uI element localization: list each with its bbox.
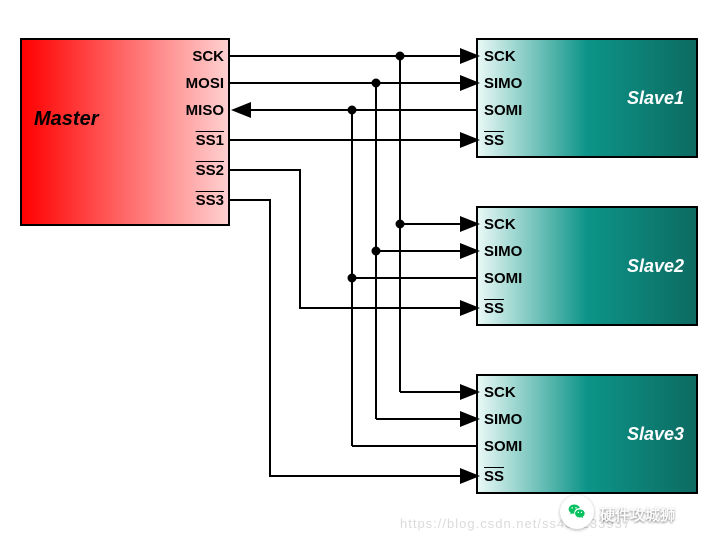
pin-master-miso: MISO [186,102,224,119]
pin-slave2-simo: SIMO [484,243,522,260]
master-title: Master [34,108,98,131]
pin-slave3-somi: SOMI [484,438,522,455]
slave1-title: Slave1 [627,88,684,109]
wechat-logo-icon [560,495,594,529]
pin-master-mosi: MOSI [186,75,224,92]
csdn-watermark: https://blog.csdn.net/ss480133937 [400,516,631,531]
pin-master-ss1: SS1 [196,132,224,149]
pin-slave3-ss: SS [484,468,504,485]
pin-slave2-somi: SOMI [484,270,522,287]
slave2-title: Slave2 [627,256,684,277]
wechat-watermark-text: 硬件攻城狮 [600,504,675,525]
pin-slave1-ss: SS [484,132,504,149]
pin-master-ss2: SS2 [196,162,224,179]
pin-slave3-sck: SCK [484,384,516,401]
pin-slave2-sck: SCK [484,216,516,233]
pin-master-sck: SCK [192,48,224,65]
pin-slave1-somi: SOMI [484,102,522,119]
pin-slave3-simo: SIMO [484,411,522,428]
pin-slave1-simo: SIMO [484,75,522,92]
pin-slave1-sck: SCK [484,48,516,65]
pin-master-ss3: SS3 [196,192,224,209]
pin-slave2-ss: SS [484,300,504,317]
slave3-title: Slave3 [627,424,684,445]
